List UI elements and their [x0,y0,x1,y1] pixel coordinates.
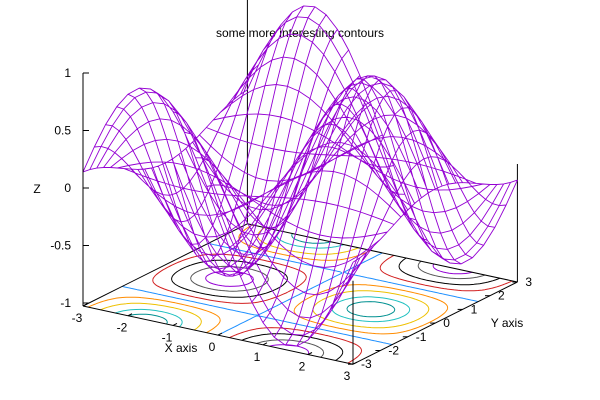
x-tick-mark [262,342,268,346]
z-tick-label: 1 [64,66,71,80]
z-axis-ticks: 1 0.5 0 -0.5 -1 [50,66,89,310]
x-tick-mark [307,352,313,355]
y-tick-label: -1 [416,330,427,344]
x-tick-mark [82,303,88,307]
x-axis-label: X axis [165,341,198,355]
contour-line [100,227,430,331]
z-axis-label: Z [33,182,40,196]
y-axis-ticks: -3 -2 -1 0 1 2 3 [348,275,532,371]
y-tick-label: -3 [361,357,372,371]
x-tick-label: 0 [209,340,216,354]
surface-wire [82,5,518,347]
x-tick-label: 3 [344,369,351,383]
z-tick-label: -0.5 [50,239,71,253]
x-tick-label: -1 [162,330,173,344]
x-tick-label: 2 [299,360,306,374]
y-tick-label: 3 [525,275,532,289]
x-axis-ticks: -3 -2 -1 0 1 2 3 [72,303,358,383]
base-contours [87,224,513,364]
x-tick-label: -2 [117,321,128,335]
x-tick-label: -3 [72,311,83,325]
contour-line [115,230,411,328]
base-edge [82,223,248,307]
z-tick-label: 0.5 [54,124,71,138]
chart-title: some more interesting contours [216,26,384,40]
y-tick-label: -2 [388,344,399,358]
z-tick-label: 0 [64,181,71,195]
y-axis-label: Y axis [491,316,523,330]
z-tick-label: -1 [60,296,71,310]
y-tick-label: 2 [498,289,505,303]
y-tick-label: 1 [471,302,478,316]
x-tick-mark [352,361,358,365]
base-edge [247,223,518,283]
x-tick-label: 1 [254,350,261,364]
surface-mesh [82,5,518,347]
y-tick-label: 0 [443,316,450,330]
x-tick-mark [172,322,178,326]
x-tick-mark [217,332,223,336]
x-tick-mark [127,313,133,317]
